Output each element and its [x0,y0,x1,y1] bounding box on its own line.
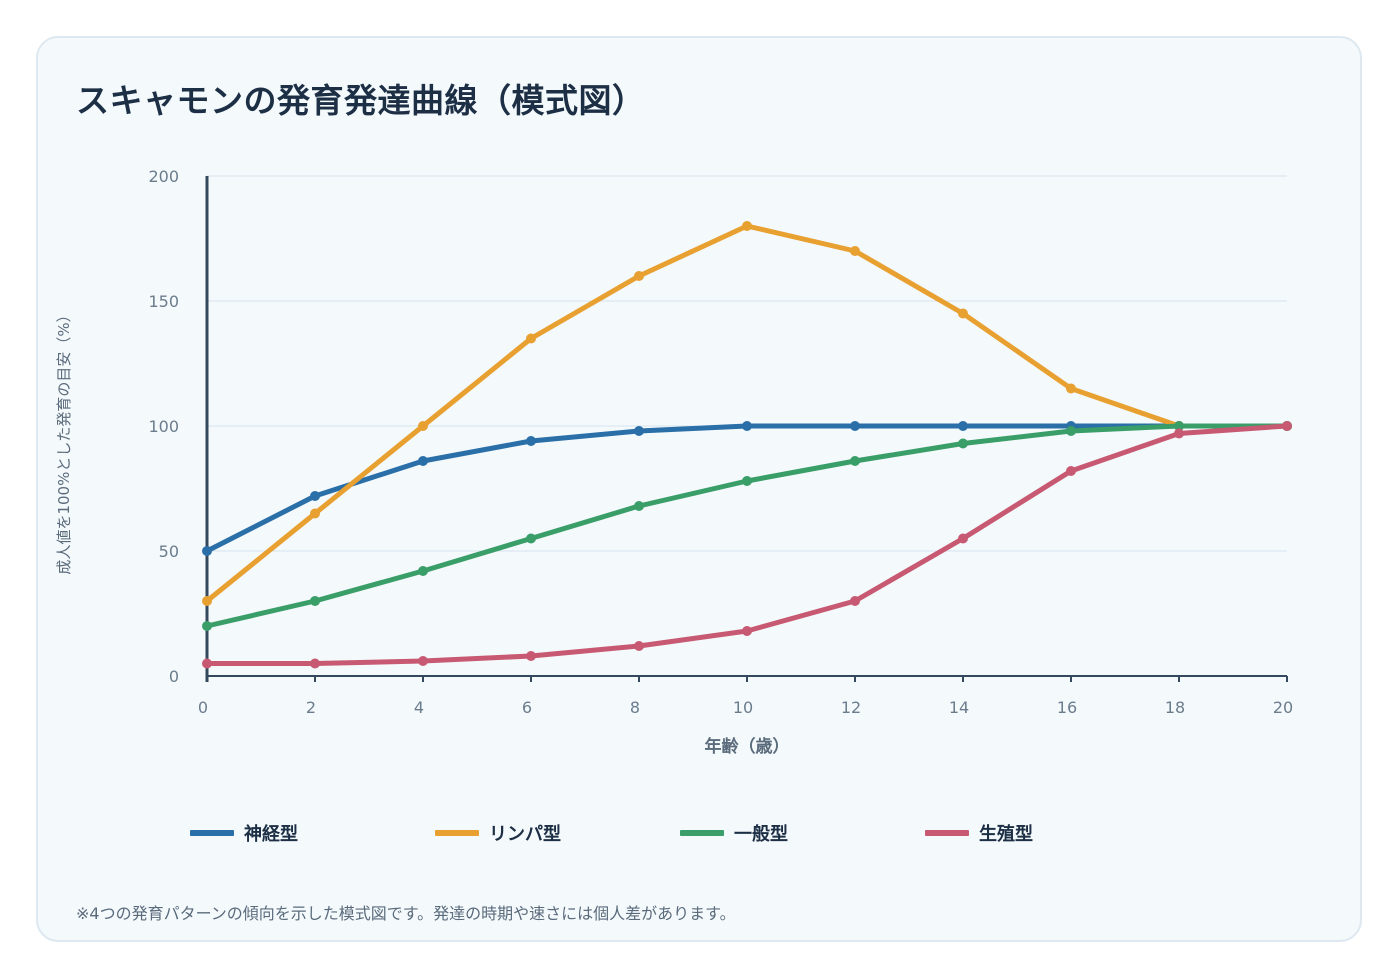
series-1 [202,421,1292,556]
series-lines [202,221,1292,669]
legend-label: 一般型 [734,824,788,845]
x-tick-label: 10 [733,698,753,717]
data-point [742,626,752,636]
legend-swatch [435,830,479,836]
data-point [202,658,212,669]
data-point [850,456,860,466]
legend-swatch [680,830,724,836]
data-point [526,436,536,446]
legend-item: 一般型 [680,818,788,848]
chart-title: スキャモンの発育発達曲線（模式図） [76,81,646,120]
data-point [850,596,860,606]
legend-item: 生殖型 [925,818,1033,848]
data-point [958,533,968,544]
series-line [204,223,1290,604]
data-point [1174,421,1184,431]
data-point [1174,428,1184,439]
y-tick-label: 150 [148,292,179,311]
tick-labels: 0 50 100 150 200 0 2 4 6 8 10 12 14 16 18 20 [148,167,1293,717]
data-point [526,533,536,544]
data-point [1066,383,1076,394]
x-tick-label: 20 [1273,698,1293,717]
y-axis-title: 成人値を100%とした発育の目安（%） [55,307,73,574]
data-point [742,476,752,486]
legend-swatch [925,830,969,836]
data-point [418,456,428,466]
data-point [850,421,860,431]
footnote: ※4つの発育パターンの傾向を示した模式図です。発達の時期や速さには個人差がありま… [76,904,736,923]
chart-card: スキャモンの発育発達曲線（模式図） 0 50 100 150 200 0 2 4 6 8 10 12 1… [36,36,1362,942]
data-point [958,308,968,319]
data-point [742,221,752,231]
data-point [634,641,644,651]
data-point [202,596,212,606]
data-point [310,658,320,669]
x-tick-label: 16 [1057,698,1077,717]
data-point [634,271,644,281]
series-line [204,423,1290,554]
y-tick-label: 50 [159,542,179,561]
data-point [1066,466,1076,476]
x-tick-label: 2 [306,698,316,717]
data-point [1066,426,1076,436]
y-tick-label: 100 [148,417,179,436]
series-line [204,423,1290,629]
data-point [958,438,968,449]
x-axis-title: 年齢（歳） [705,736,790,757]
x-tick-label: 12 [841,698,861,717]
y-tick-label: 200 [148,167,179,186]
x-tick-label: 18 [1165,698,1185,717]
data-point [526,651,536,661]
series-2 [202,221,1292,606]
data-point [850,246,860,256]
data-point [418,656,428,666]
line-chart: 0 50 100 150 200 0 2 4 6 8 10 12 14 16 18 20 年齢（歳） 成人値を… [55,167,1293,757]
data-point [958,421,968,431]
x-tick-label: 8 [630,698,640,717]
legend-label: リンパ型 [489,824,561,845]
data-point [310,508,320,519]
series-3 [202,421,1292,631]
legend-label: 神経型 [244,824,298,845]
data-point [1282,421,1292,431]
data-point [634,501,644,511]
series-4 [202,421,1292,669]
legend: 神経型 リンパ型 一般型 生殖型 [190,818,1190,848]
x-tick-label: 6 [522,698,532,717]
data-point [742,421,752,431]
x-tick-label: 0 [198,698,208,717]
data-point [310,491,320,501]
legend-item: リンパ型 [435,818,561,848]
data-point [634,426,644,436]
data-point [202,621,212,631]
x-tick-label: 14 [949,698,969,717]
data-point [202,546,212,556]
legend-label: 生殖型 [979,824,1033,845]
y-tick-label: 0 [169,667,179,686]
legend-swatch [190,830,234,836]
data-point [310,596,320,606]
legend-item: 神経型 [190,818,298,848]
x-tick-label: 4 [414,698,424,717]
data-point [418,566,428,576]
data-point [418,421,428,431]
data-point [526,333,536,344]
